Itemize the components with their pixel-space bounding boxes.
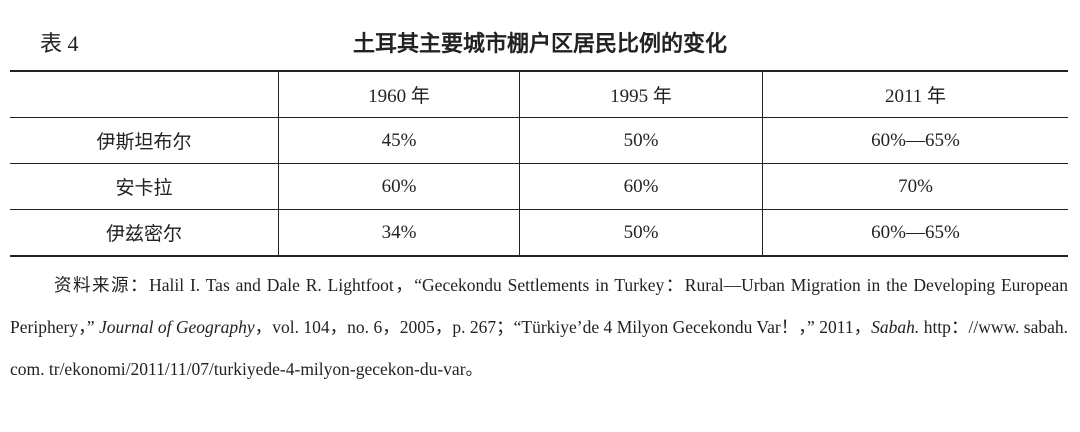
cell: 34%: [278, 209, 520, 256]
cell: 45%: [278, 117, 520, 164]
column-header: 1960 年: [278, 70, 520, 118]
note-text: http：//www. sabah. com. tr/ekonomi/2011/…: [10, 317, 1068, 379]
note-text: ，vol. 104，no. 6，2005，p. 267；“Türkiye’de …: [254, 317, 872, 337]
cell: 50%: [519, 209, 763, 256]
row-header: 伊兹密尔: [10, 209, 279, 256]
column-header: 2011 年: [762, 70, 1068, 118]
note-text: 资料来源：: [54, 275, 150, 295]
source-note: 资料来源：Halil I. Tas and Dale R. Lightfoot，…: [10, 264, 1068, 390]
row-header: 伊斯坦布尔: [10, 117, 279, 164]
note-text: Halil I. Tas and Dale R. Lightfoot，“Gece…: [10, 275, 1069, 337]
table-row: 伊斯坦布尔 45% 50% 60%—65%: [10, 117, 1068, 164]
column-header: 1995 年: [519, 70, 763, 118]
table-body: 1960 年 1995 年 2011 年伊斯坦布尔 45% 50% 60%—65% 安卡拉 6…: [10, 70, 1068, 256]
table-row: 安卡拉 60% 60% 70%: [10, 163, 1068, 210]
cell: 50%: [519, 117, 763, 164]
corner-cell: [10, 70, 279, 118]
header-row: 1960 年 1995 年 2011 年: [10, 70, 1068, 118]
cell: 70%: [762, 163, 1068, 210]
cell: 60%: [278, 163, 520, 210]
cell: 60%: [519, 163, 763, 210]
cell: 60%—65%: [762, 209, 1068, 256]
table-row: 伊兹密尔 34% 50% 60%—65%: [10, 209, 1068, 256]
table-label: 表 4: [40, 31, 79, 56]
italic-text: Sabah.: [871, 317, 920, 337]
italic-text: Journal of Geography: [99, 317, 255, 337]
data-table: 1960 年 1995 年 2011 年伊斯坦布尔 45% 50% 60%—65% 安卡拉 6…: [10, 70, 1068, 257]
row-header: 安卡拉: [10, 163, 279, 210]
cell: 60%—65%: [762, 117, 1068, 164]
table-title: 土耳其主要城市棚户区居民比例的变化: [352, 31, 727, 56]
